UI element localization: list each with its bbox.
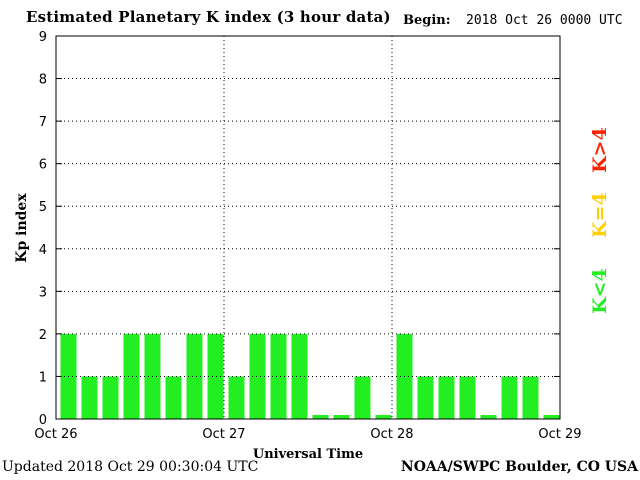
x-tick-label: Oct 28 <box>370 427 413 442</box>
legend-quiet: K<4 <box>589 268 611 314</box>
y-axis-label: Kp index <box>14 193 30 263</box>
kp-bar <box>123 333 140 419</box>
x-tick-label: Oct 27 <box>202 427 245 442</box>
plot-frame <box>55 35 561 420</box>
y-tick-label: 2 <box>39 328 47 343</box>
kp-bar <box>102 376 119 419</box>
y-tick-label: 7 <box>39 115 47 130</box>
kp-bar <box>459 376 476 419</box>
y-tick-label: 1 <box>39 370 47 385</box>
y-tick-label: 4 <box>39 243 47 258</box>
kp-bar <box>480 415 497 419</box>
data-source: NOAA/SWPC Boulder, CO USA <box>400 459 638 475</box>
chart-title: Estimated Planetary K index (3 hour data… <box>26 8 391 26</box>
kp-bar <box>270 333 287 419</box>
kp-bar <box>543 415 560 419</box>
y-tick-label: 9 <box>39 30 47 45</box>
legend-active: K=4 <box>589 192 611 238</box>
y-tick-label: 3 <box>39 285 47 300</box>
y-tick-label: 6 <box>39 158 47 173</box>
begin-value: 2018 Oct 26 0000 UTC <box>466 13 623 28</box>
legend-storm: K>4 <box>589 127 611 173</box>
begin-label: Begin: <box>403 13 451 28</box>
kp-bar <box>207 333 224 419</box>
kp-bar <box>228 376 245 419</box>
kp-bar <box>291 333 308 419</box>
kp-bar <box>438 376 455 419</box>
y-tick-label: 5 <box>39 200 47 215</box>
kp-bar <box>522 376 539 419</box>
kp-bar <box>501 376 518 419</box>
kp-bar <box>375 415 392 419</box>
grid-lines <box>56 36 560 419</box>
x-axis-label: Universal Time <box>252 447 364 462</box>
updated-timestamp: Updated 2018 Oct 29 00:30:04 UTC <box>2 459 259 475</box>
kp-bar <box>354 376 371 419</box>
kp-bar <box>333 415 350 419</box>
x-axis: Oct 26 Oct 27 Oct 28 Oct 29 <box>34 427 581 442</box>
x-tick-label: Oct 26 <box>34 427 77 442</box>
x-tick-label: Oct 29 <box>538 427 581 442</box>
kp-bar <box>165 376 182 419</box>
kp-bar <box>249 333 266 419</box>
kp-bar <box>312 415 329 419</box>
y-tick-label: 8 <box>39 73 47 88</box>
kp-bar <box>417 376 434 419</box>
kp-bar <box>186 333 203 419</box>
y-axis: 0 1 2 3 4 5 6 7 8 9 <box>39 30 560 428</box>
kp-bar <box>81 376 98 419</box>
y-tick-label: 0 <box>39 413 47 428</box>
